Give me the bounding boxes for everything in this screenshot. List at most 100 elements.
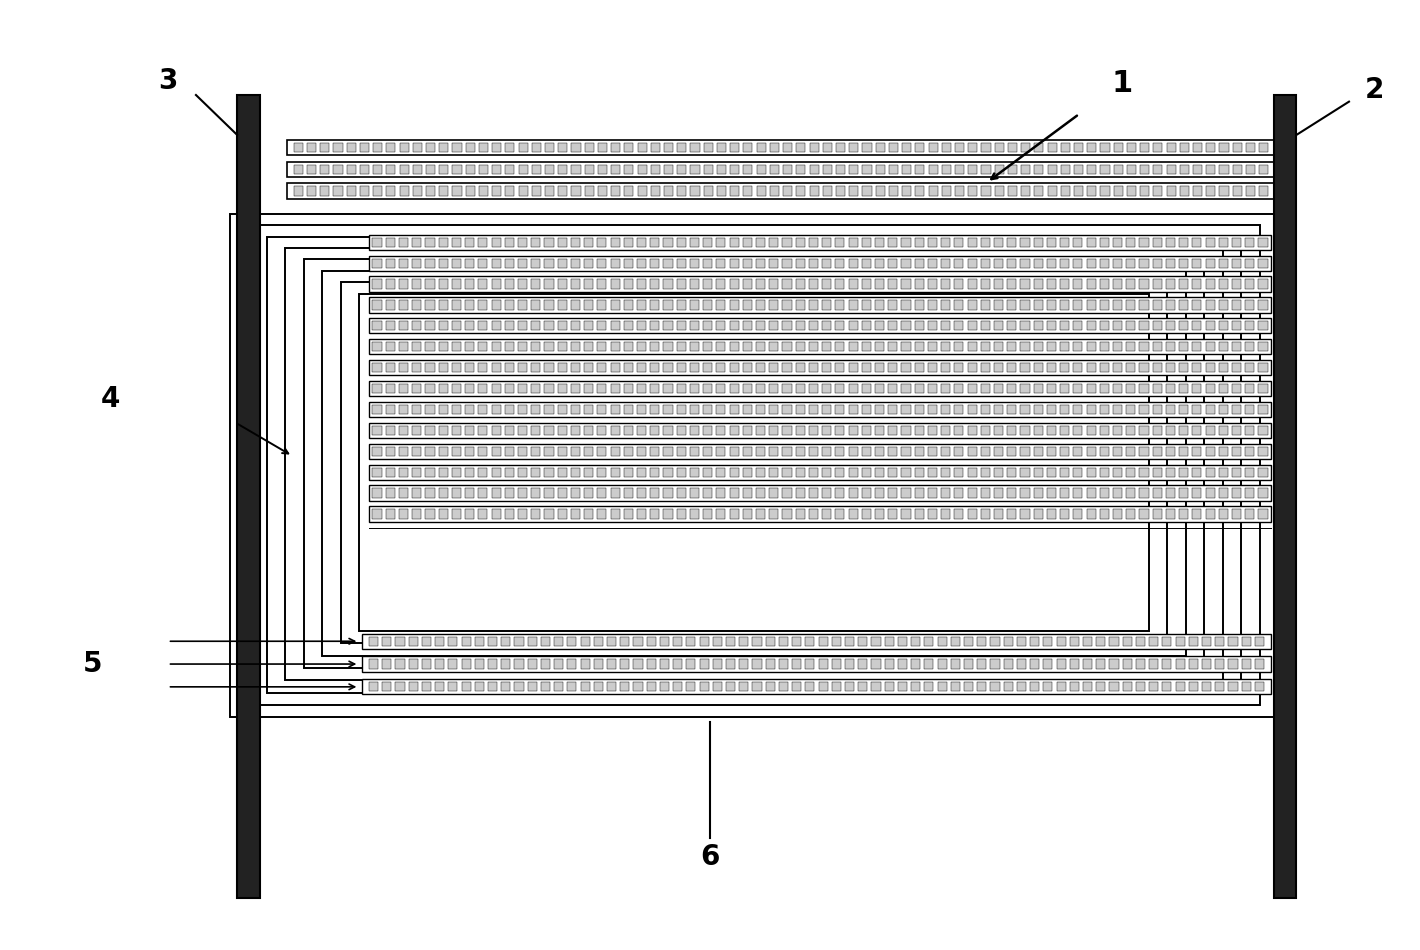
Bar xyxy=(730,279,738,289)
Bar xyxy=(504,426,514,435)
Bar xyxy=(1193,384,1201,393)
Bar xyxy=(753,636,761,646)
Bar xyxy=(954,405,963,414)
Bar xyxy=(544,467,554,477)
Bar xyxy=(1189,659,1198,669)
Bar xyxy=(1245,446,1254,456)
Bar xyxy=(981,186,991,196)
Bar xyxy=(1206,405,1214,414)
Bar xyxy=(770,426,778,435)
Bar xyxy=(531,363,540,372)
Bar xyxy=(743,467,751,477)
Bar xyxy=(426,321,435,331)
Bar xyxy=(1218,279,1228,289)
Bar xyxy=(981,384,990,393)
Bar xyxy=(1074,186,1083,196)
Bar xyxy=(412,384,422,393)
Bar xyxy=(638,405,646,414)
Bar xyxy=(1086,258,1096,268)
Bar xyxy=(822,342,831,352)
Bar xyxy=(1061,488,1069,498)
Bar xyxy=(1034,186,1044,196)
Bar xyxy=(1021,405,1030,414)
Bar xyxy=(845,659,853,669)
Bar xyxy=(770,300,778,310)
Bar xyxy=(770,142,780,152)
Bar xyxy=(677,405,686,414)
Bar xyxy=(544,509,554,519)
Bar xyxy=(967,488,977,498)
Bar xyxy=(598,467,606,477)
Bar xyxy=(832,682,841,692)
Bar xyxy=(889,488,897,498)
Bar xyxy=(621,682,629,692)
Bar xyxy=(501,659,510,669)
Bar xyxy=(858,636,868,646)
Bar xyxy=(964,682,973,692)
Bar xyxy=(792,659,801,669)
Bar xyxy=(849,342,858,352)
Bar xyxy=(426,446,435,456)
Bar xyxy=(1233,279,1241,289)
Bar xyxy=(1139,342,1149,352)
Bar xyxy=(716,488,726,498)
Bar xyxy=(690,488,699,498)
Bar xyxy=(782,488,791,498)
Bar xyxy=(1083,682,1092,692)
Bar xyxy=(1193,405,1201,414)
Bar xyxy=(426,405,435,414)
Bar xyxy=(531,488,540,498)
Bar xyxy=(426,142,435,152)
Bar xyxy=(1100,342,1109,352)
Bar xyxy=(412,279,422,289)
Bar xyxy=(703,446,713,456)
Bar xyxy=(1233,467,1241,477)
Bar xyxy=(518,321,527,331)
Bar xyxy=(665,186,673,196)
Bar xyxy=(809,488,818,498)
Bar xyxy=(1004,659,1012,669)
Bar xyxy=(832,659,841,669)
Bar xyxy=(757,164,765,174)
Bar xyxy=(744,164,753,174)
Bar xyxy=(954,238,963,247)
Bar xyxy=(849,384,858,393)
Bar xyxy=(439,238,447,247)
Bar xyxy=(782,405,791,414)
Bar xyxy=(650,342,659,352)
Bar xyxy=(876,142,885,152)
Bar xyxy=(439,405,447,414)
Bar xyxy=(836,186,845,196)
Bar xyxy=(1126,321,1136,331)
Bar xyxy=(452,258,462,268)
Bar xyxy=(1021,426,1030,435)
Bar xyxy=(491,446,501,456)
Bar xyxy=(822,238,831,247)
Bar xyxy=(1047,258,1056,268)
Bar xyxy=(994,342,1003,352)
Bar xyxy=(690,467,699,477)
Bar xyxy=(740,682,748,692)
Bar xyxy=(994,142,1004,152)
Bar xyxy=(1044,682,1052,692)
Bar xyxy=(1034,279,1042,289)
Bar xyxy=(294,164,302,174)
Bar xyxy=(717,164,726,174)
Bar xyxy=(1047,342,1056,352)
Bar xyxy=(703,321,713,331)
Bar xyxy=(914,426,924,435)
Bar xyxy=(849,279,858,289)
Bar xyxy=(755,509,765,519)
Bar xyxy=(585,164,594,174)
Bar xyxy=(1034,509,1042,519)
Bar xyxy=(439,342,447,352)
Bar xyxy=(531,238,540,247)
Bar xyxy=(1021,300,1030,310)
Bar xyxy=(1007,384,1017,393)
Bar xyxy=(1166,300,1174,310)
Bar xyxy=(1233,426,1241,435)
Bar xyxy=(1034,363,1042,372)
Bar xyxy=(1166,467,1174,477)
Bar xyxy=(598,279,606,289)
Bar xyxy=(743,279,751,289)
